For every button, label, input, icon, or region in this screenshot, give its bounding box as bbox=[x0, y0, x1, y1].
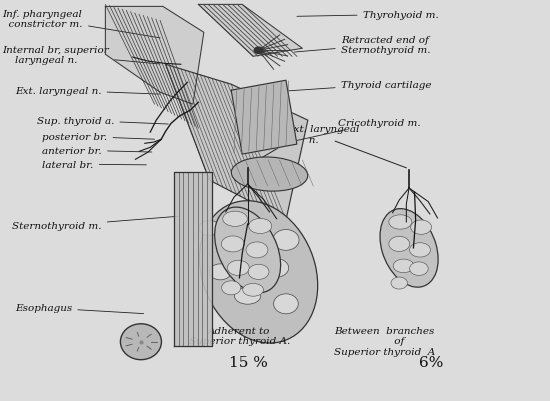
Ellipse shape bbox=[223, 212, 248, 227]
Ellipse shape bbox=[273, 230, 299, 251]
Ellipse shape bbox=[120, 324, 162, 360]
Ellipse shape bbox=[248, 265, 269, 280]
Text: anterior br.: anterior br. bbox=[42, 146, 152, 155]
Text: Sup. thyroid a.: Sup. thyroid a. bbox=[37, 116, 168, 126]
Ellipse shape bbox=[380, 209, 438, 288]
Ellipse shape bbox=[222, 243, 251, 261]
Ellipse shape bbox=[274, 294, 298, 314]
Ellipse shape bbox=[393, 259, 414, 273]
Ellipse shape bbox=[249, 219, 272, 234]
Ellipse shape bbox=[389, 215, 412, 229]
Ellipse shape bbox=[246, 242, 268, 258]
Text: Between  branches
         of
Superior thyroid  A: Between branches of Superior thyroid A bbox=[334, 326, 435, 356]
Text: lateral br.: lateral br. bbox=[42, 160, 146, 169]
Text: Retracted end of
Sternothyroid m.: Retracted end of Sternothyroid m. bbox=[294, 36, 430, 55]
Text: Thyroid cartilage: Thyroid cartilage bbox=[289, 81, 431, 91]
Text: Adherent to
Superior thyroid A.: Adherent to Superior thyroid A. bbox=[189, 326, 290, 345]
Text: Ext. laryngeal
       n.: Ext. laryngeal n. bbox=[286, 125, 359, 144]
Ellipse shape bbox=[227, 261, 249, 276]
Polygon shape bbox=[106, 7, 204, 105]
Ellipse shape bbox=[389, 237, 410, 252]
Text: Inf. pharyngeal
  constrictor m.: Inf. pharyngeal constrictor m. bbox=[3, 10, 160, 39]
Ellipse shape bbox=[410, 243, 431, 257]
Polygon shape bbox=[231, 81, 297, 155]
Text: Thyrohyoid m.: Thyrohyoid m. bbox=[297, 11, 438, 20]
Ellipse shape bbox=[410, 262, 428, 276]
Ellipse shape bbox=[232, 158, 308, 192]
Ellipse shape bbox=[214, 208, 280, 293]
Ellipse shape bbox=[238, 219, 268, 238]
Text: 6%: 6% bbox=[419, 355, 443, 369]
Ellipse shape bbox=[411, 221, 432, 235]
Polygon shape bbox=[174, 172, 212, 346]
Polygon shape bbox=[199, 5, 302, 57]
Ellipse shape bbox=[210, 264, 231, 280]
Ellipse shape bbox=[199, 221, 220, 236]
Text: posterior br.: posterior br. bbox=[42, 132, 155, 141]
Text: Ext. laryngeal n.: Ext. laryngeal n. bbox=[15, 87, 160, 95]
Ellipse shape bbox=[200, 201, 318, 343]
Text: Cricothyroid m.: Cricothyroid m. bbox=[283, 118, 421, 144]
Ellipse shape bbox=[243, 284, 263, 296]
Circle shape bbox=[254, 48, 263, 55]
Text: Sternothyroid m.: Sternothyroid m. bbox=[12, 217, 179, 231]
Ellipse shape bbox=[261, 259, 289, 278]
Ellipse shape bbox=[222, 281, 241, 295]
Ellipse shape bbox=[234, 288, 261, 304]
Ellipse shape bbox=[221, 236, 244, 252]
Ellipse shape bbox=[391, 277, 408, 289]
Text: Internal br, superior
    laryngeal n.: Internal br, superior laryngeal n. bbox=[3, 45, 160, 65]
Text: 15 %: 15 % bbox=[229, 355, 268, 369]
Text: Esophagus: Esophagus bbox=[15, 304, 144, 314]
Polygon shape bbox=[166, 65, 308, 221]
